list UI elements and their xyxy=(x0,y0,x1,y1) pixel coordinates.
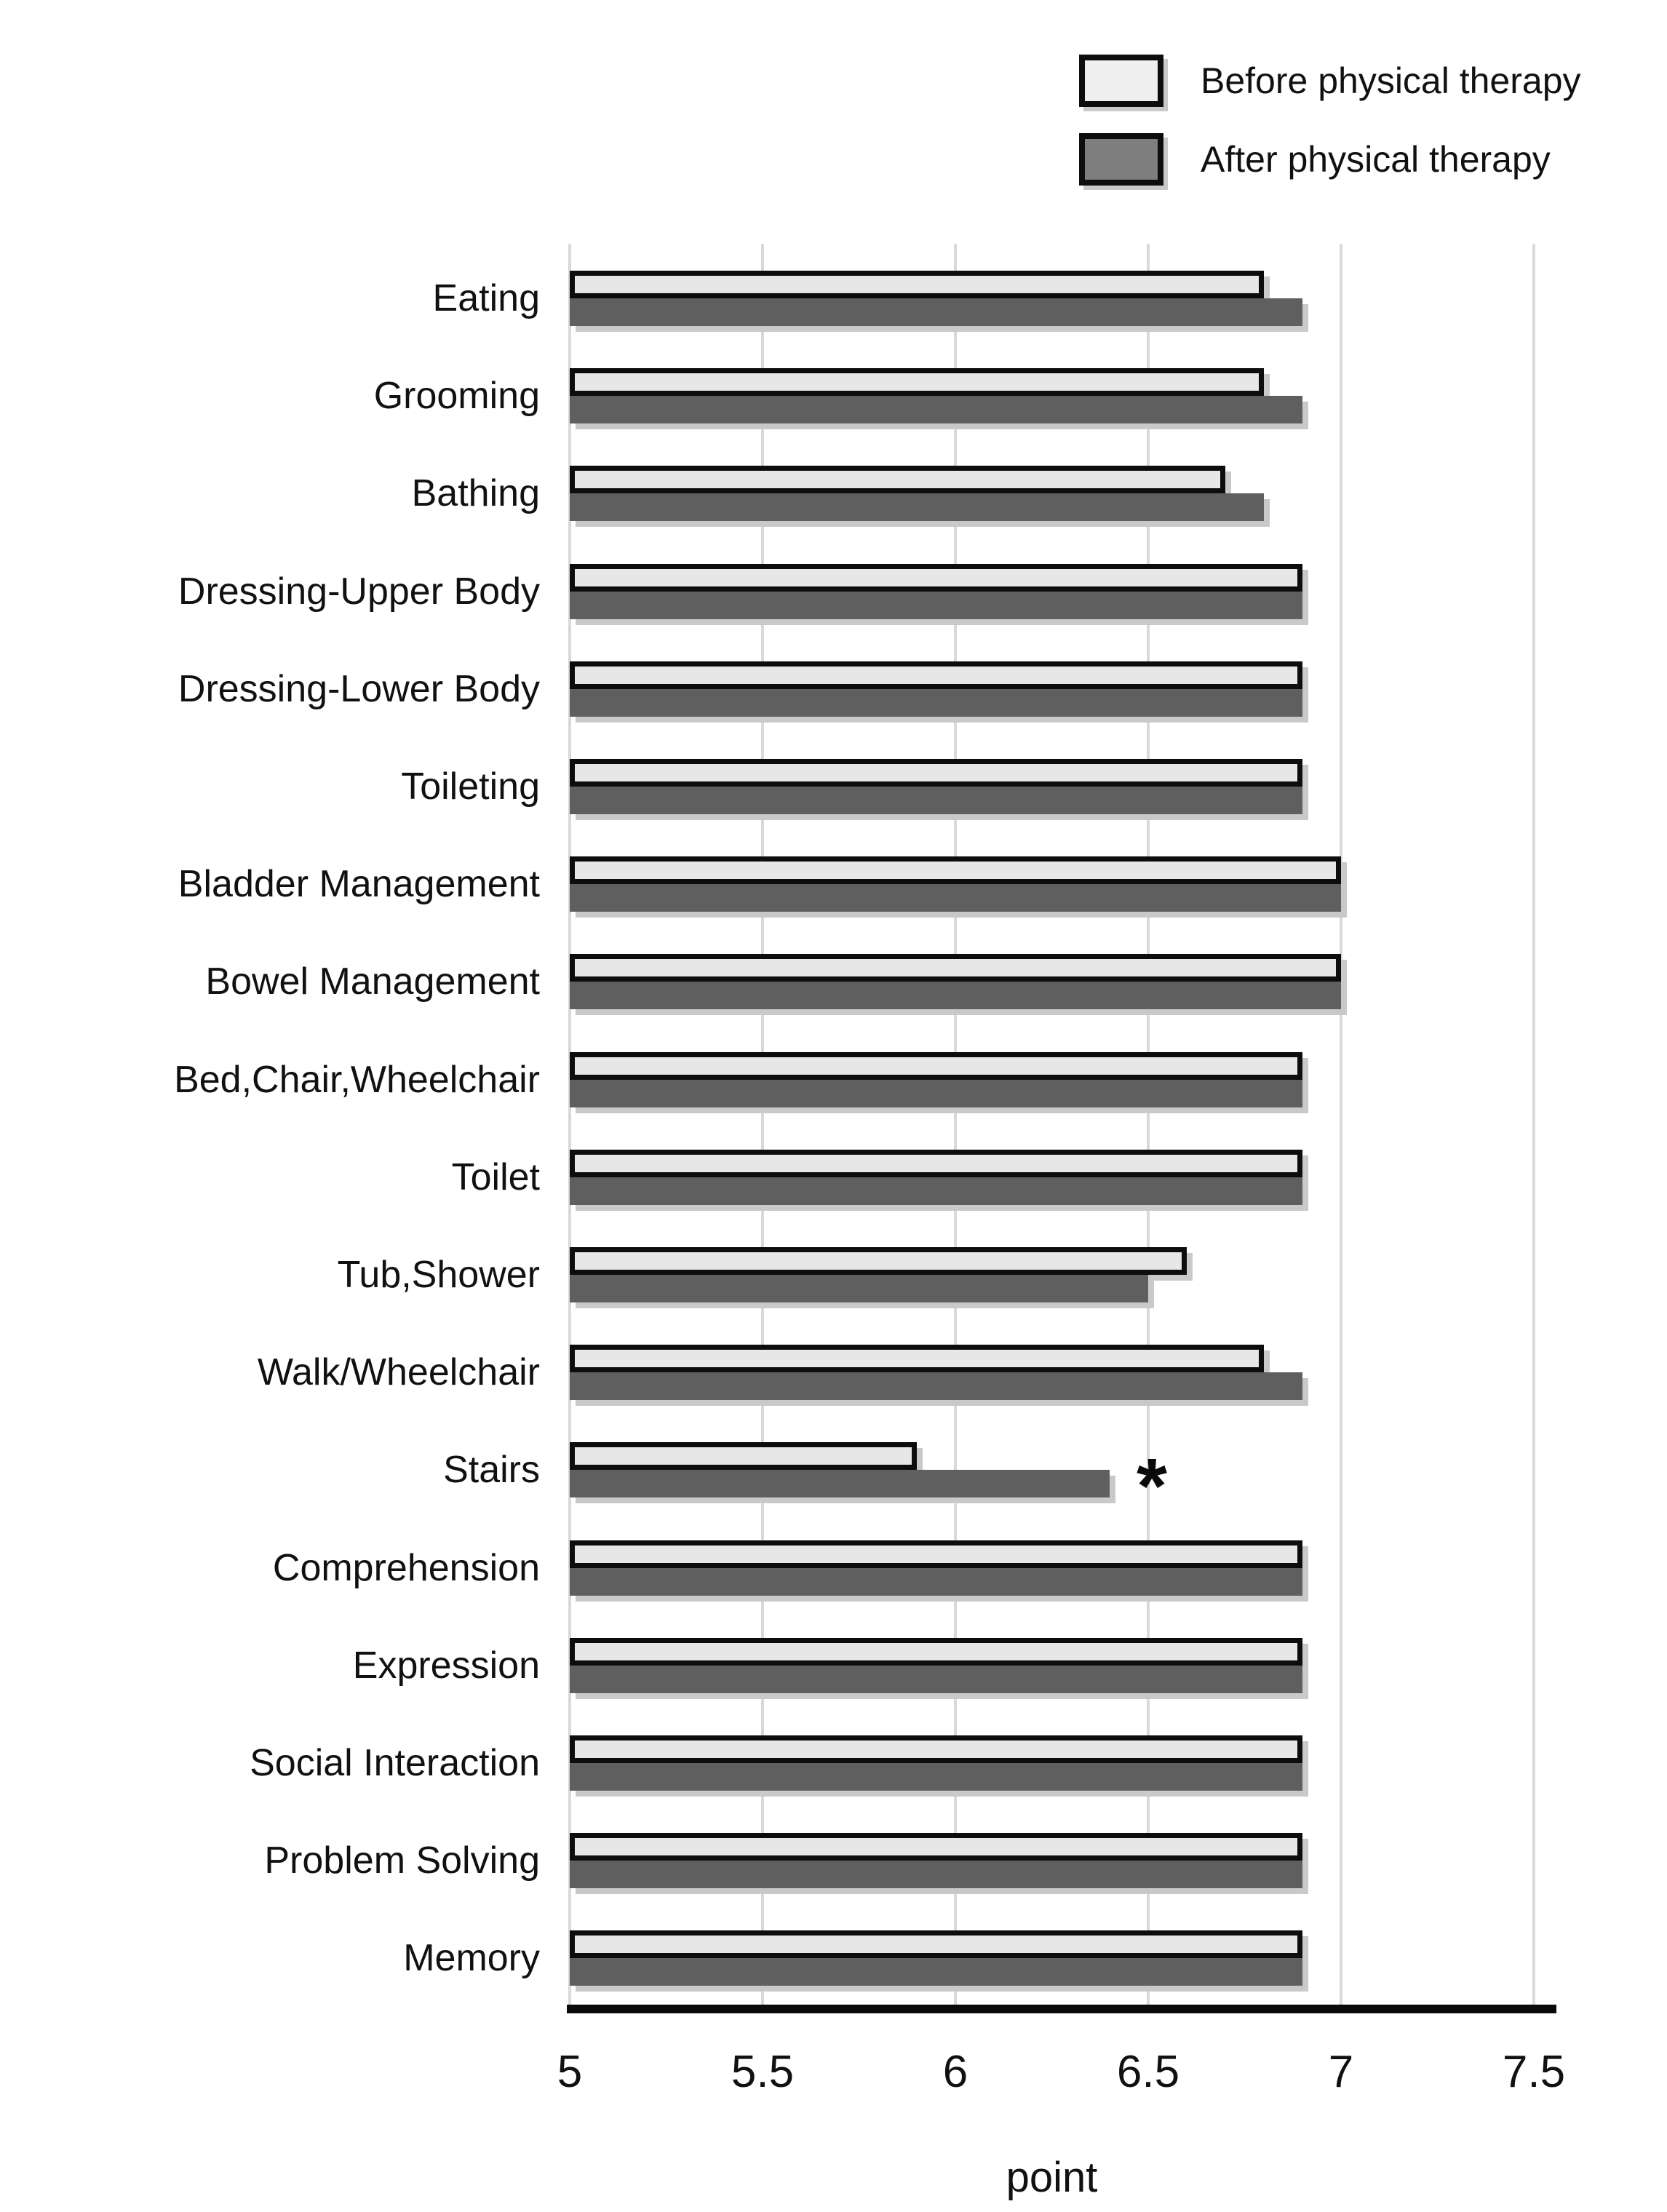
bar-before-6 xyxy=(570,856,1341,884)
category-label: Dressing-Upper Body xyxy=(178,570,540,613)
bar-after-5 xyxy=(570,787,1302,814)
bar-after-0 xyxy=(570,298,1302,326)
category-label: Bathing xyxy=(411,472,540,514)
gridline-6.5 xyxy=(1147,244,1150,2005)
bar-before-8 xyxy=(570,1052,1302,1080)
bar-after-1 xyxy=(570,396,1302,423)
bar-before-11 xyxy=(570,1345,1264,1372)
gridline-6 xyxy=(954,244,957,2005)
category-label: Toileting xyxy=(401,765,540,808)
category-label: Social Interaction xyxy=(250,1742,540,1784)
category-label: Stairs xyxy=(443,1449,540,1491)
bar-after-12 xyxy=(570,1470,1110,1497)
gridline-5.5 xyxy=(761,244,764,2005)
category-label: Toilet xyxy=(451,1156,540,1198)
category-label: Tub,Shower xyxy=(337,1254,540,1296)
bar-before-13 xyxy=(570,1540,1302,1568)
bar-before-1 xyxy=(570,368,1264,396)
bar-after-4 xyxy=(570,689,1302,717)
category-label: Problem Solving xyxy=(264,1839,540,1882)
legend-swatch-after xyxy=(1079,133,1163,186)
gridline-5 xyxy=(568,244,571,2005)
x-axis-line xyxy=(567,2005,1556,2013)
bar-before-15 xyxy=(570,1735,1302,1763)
legend-swatch-before xyxy=(1079,55,1163,107)
bar-after-16 xyxy=(570,1861,1302,1888)
bar-before-17 xyxy=(570,1930,1302,1958)
bar-before-3 xyxy=(570,564,1302,592)
bar-before-10 xyxy=(570,1247,1187,1275)
category-label: Bowel Management xyxy=(205,960,540,1003)
legend-label-before: Before physical therapy xyxy=(1201,60,1581,101)
bar-before-9 xyxy=(570,1150,1302,1177)
category-label: Dressing-Lower Body xyxy=(178,668,540,710)
bar-after-15 xyxy=(570,1763,1302,1791)
category-label: Bed,Chair,Wheelchair xyxy=(174,1059,540,1101)
bar-before-4 xyxy=(570,661,1302,689)
bar-after-11 xyxy=(570,1372,1302,1400)
bar-before-14 xyxy=(570,1638,1302,1666)
x-axis-title: point xyxy=(1006,2154,1098,2201)
bar-after-9 xyxy=(570,1177,1302,1205)
category-label: Bladder Management xyxy=(178,863,540,905)
legend: Before physical therapy After physical t… xyxy=(0,0,1667,218)
bar-after-10 xyxy=(570,1275,1148,1302)
bar-after-8 xyxy=(570,1080,1302,1107)
significance-asterisk: * xyxy=(1136,1441,1168,1529)
gridline-7 xyxy=(1340,244,1342,2005)
bar-after-7 xyxy=(570,982,1341,1009)
category-label: Memory xyxy=(403,1937,540,1979)
category-label: Eating xyxy=(432,277,540,319)
gridline-7.5 xyxy=(1532,244,1535,2005)
category-label: Walk/Wheelchair xyxy=(257,1351,540,1393)
bar-before-5 xyxy=(570,759,1302,787)
category-label: Comprehension xyxy=(272,1547,540,1589)
x-tick-label: 6.5 xyxy=(1116,2047,1180,2097)
x-tick-label: 7.5 xyxy=(1502,2047,1566,2097)
bar-after-3 xyxy=(570,592,1302,619)
legend-label-after: After physical therapy xyxy=(1201,139,1551,180)
bar-before-0 xyxy=(570,271,1264,298)
x-tick-label: 7 xyxy=(1328,2047,1354,2097)
x-tick-label: 6 xyxy=(942,2047,968,2097)
bar-before-12 xyxy=(570,1442,917,1470)
category-label: Grooming xyxy=(373,375,540,417)
category-label: Expression xyxy=(352,1644,540,1687)
bar-after-6 xyxy=(570,884,1341,912)
bar-before-16 xyxy=(570,1833,1302,1861)
x-tick-label: 5.5 xyxy=(731,2047,795,2097)
bar-after-14 xyxy=(570,1666,1302,1693)
bar-before-2 xyxy=(570,466,1225,493)
bar-after-2 xyxy=(570,493,1264,521)
bar-after-17 xyxy=(570,1958,1302,1986)
bar-after-13 xyxy=(570,1568,1302,1596)
x-tick-label: 5 xyxy=(557,2047,583,2097)
bar-before-7 xyxy=(570,954,1341,982)
